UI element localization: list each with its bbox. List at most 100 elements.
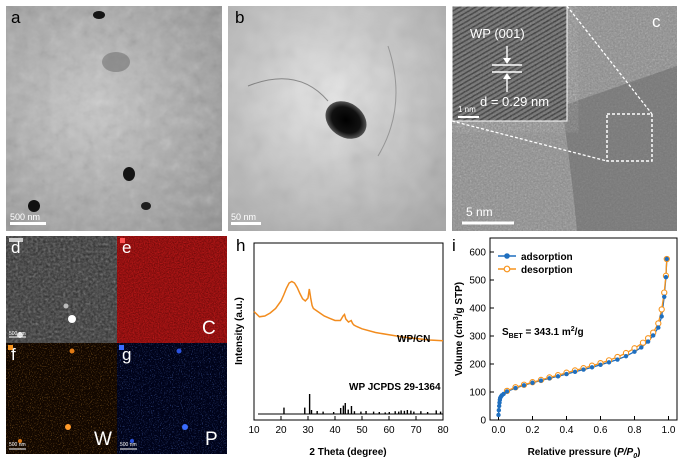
carbon-edx-map [117,236,227,343]
panel-g-label: g [122,345,132,364]
tem-low-mag-image [6,6,222,231]
adsorption-point [598,362,603,368]
desorption-line [506,258,668,392]
panel-f-label: f [11,345,16,364]
legend-desorption-marker [503,265,511,273]
panel-e-carbon-map: e C [117,236,227,343]
desorption-point [661,289,668,296]
adsorption-point [606,360,612,365]
panel-g-phosphorus-map: g P 500 nm [117,343,227,454]
adsorption-point [662,294,667,299]
bet-x-tick-label: 1.0 [662,425,676,436]
adsorption-point [564,371,569,377]
panel-e-label: e [122,238,132,257]
legend-desorption: desorption [521,265,573,276]
panel-b-tem-image: b 50 nm [228,6,446,231]
panel-a-scale-bar: 500 nm [10,212,46,225]
bet-y-tick-label: 100 [469,388,486,399]
adsorption-point [664,256,669,262]
adsorption-point [632,349,637,354]
xrd-x-tick-label: 50 [356,425,368,436]
adsorption-point [639,345,644,350]
xrd-curve-wpcn [253,280,444,342]
adsorption-point [589,365,595,370]
panel-h-label: h [236,236,245,255]
phosphorus-edx-map [117,343,227,454]
adsorption-point [496,408,502,413]
element-w-label: W [94,429,112,450]
hrtem-image [452,6,677,231]
xrd-x-axis-label: 2 Theta (degree) [309,447,386,458]
element-c-label: C [202,318,216,339]
inset-scale-label: 1 nm [458,105,476,114]
xrd-series-label-wpcn: WP/CN [397,334,430,345]
xrd-plot-frame [253,242,444,421]
bet-y-tick-label: 200 [469,360,486,371]
panel-c-label: c [652,12,661,31]
tem-high-mag-image [228,6,446,231]
xrd-y-axis-label: Intensity (a.u.) [234,297,245,365]
xrd-x-tick-label: 40 [329,425,341,436]
adsorption-point [501,391,506,397]
adsorption-point [572,369,578,375]
xrd-x-tick-label: 10 [248,425,260,436]
bet-x-tick-label: 0.4 [560,425,574,436]
bet-y-tick-label: 0 [480,416,486,427]
panel-b-label: b [235,8,245,27]
bet-plot-frame [489,237,678,421]
desorption-point [658,306,665,313]
bet-y-tick-label: 300 [469,332,486,343]
adsorption-point [581,367,586,372]
bet-x-tick-label: 0.2 [526,425,540,436]
panel-i-label: i [452,236,456,255]
adsorption-point [496,403,502,409]
bet-y-tick-label: 600 [469,248,486,259]
panel-a-tem-image: a 500 nm [6,6,222,231]
xrd-x-tick-label: 70 [410,425,422,436]
adsorption-point [496,412,501,418]
panel-c-scale-label: 5 nm [466,205,493,219]
panel-b-scale-bar: 50 nm [231,212,261,225]
xrd-x-tick-label: 20 [275,425,287,436]
panel-d-haadf-image: d 500 nm [6,236,117,343]
legend-adsorption: adsorption [521,252,573,263]
xrd-x-tick-label: 60 [383,425,395,436]
adsorption-point [547,376,552,381]
xrd-x-tick-label: 30 [302,425,314,436]
adsorption-point [504,389,510,394]
panel-d-scale-label: 500 nm [9,331,26,337]
adsorption-point [663,275,669,280]
adsorption-point [513,385,518,391]
bet-isotherm-chart: i 0.0 0.2 0.4 0.6 0.8 1.00100200300400500600 … [452,236,678,460]
bet-x-tick-label: 0.0 [492,425,506,436]
lattice-plane-label: WP (001) [470,26,525,41]
adsorption-point [555,374,561,379]
panel-a-label: a [11,8,21,27]
legend-adsorption-marker [504,253,510,259]
haadf-map [6,236,117,343]
adsorption-point [521,383,527,388]
adsorption-point [656,325,661,330]
desorption-point [655,320,662,327]
bet-x-tick-label: 0.8 [628,425,642,436]
tungsten-edx-map [6,343,117,454]
panel-c-hrtem-image: c WP (001) d = 0.29 nm 1 nm 5 nm [452,6,677,231]
element-p-label: P [205,429,218,450]
d-spacing-label: d = 0.29 nm [480,94,550,109]
bet-surface-area-annotation: SBET = 343.1 m2/g [502,326,584,340]
bet-y-tick-label: 400 [469,304,486,315]
adsorption-point [659,314,664,319]
panel-f-tungsten-map: f W 500 nm [6,343,117,454]
xrd-chart: h 10 20 30 40 50 60 70 80 WP/CN WP JCPDS 29-136… [234,236,449,458]
bet-legend: adsorption desorption [498,252,573,276]
bet-y-axis-label: Volume (cm3/g STP) [453,282,465,376]
bet-x-tick-label: 0.6 [594,425,608,436]
desorption-point [639,339,647,346]
bet-x-axis-label: Relative pressure (P/P0) [528,447,641,460]
panel-d-label: d [11,238,21,257]
adsorption-point [615,357,620,362]
xrd-series-label-reference: WP JCPDS 29-1364 [349,382,441,393]
adsorption-point [530,380,535,385]
adsorption-point [538,378,544,383]
adsorption-point [645,339,651,344]
